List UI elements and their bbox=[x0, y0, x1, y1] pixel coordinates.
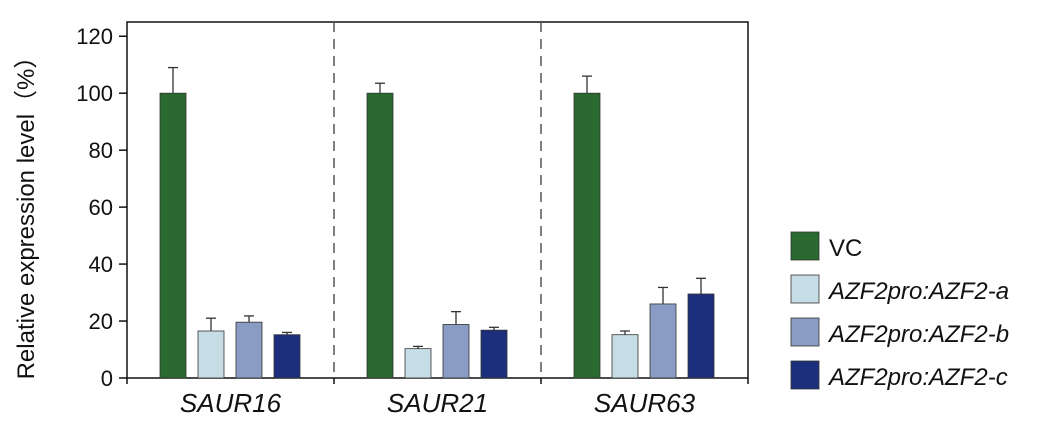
legend-swatch bbox=[790, 274, 820, 304]
legend-swatch bbox=[790, 231, 820, 261]
bar bbox=[611, 334, 639, 379]
legend-label: AZF2pro:AZF2-c bbox=[827, 364, 1008, 391]
bar bbox=[573, 92, 601, 379]
y-tick-label: 40 bbox=[89, 252, 113, 277]
bar bbox=[649, 303, 677, 379]
bar bbox=[197, 330, 225, 379]
legend: VC AZF2pro:AZF2-a AZF2pro:AZF2-b AZF2pro:AZ… bbox=[790, 231, 1009, 391]
bar bbox=[235, 321, 263, 379]
y-tick-label: 20 bbox=[89, 309, 113, 334]
bar bbox=[404, 348, 432, 379]
bar bbox=[442, 324, 470, 379]
y-tick-label: 80 bbox=[89, 138, 113, 163]
bar bbox=[273, 334, 301, 379]
bar bbox=[480, 329, 508, 379]
bar bbox=[159, 92, 187, 379]
plot-area: 0 20 40 60 80 100 120 SAUR16 SAUR21 SAUR63 bbox=[76, 21, 749, 418]
y-tick-label: 0 bbox=[101, 366, 113, 391]
x-tick-label: SAUR16 bbox=[180, 388, 282, 418]
legend-label: AZF2pro:AZF2-b bbox=[827, 321, 1009, 348]
legend-label: VC bbox=[829, 235, 862, 262]
y-tick-label: 100 bbox=[76, 81, 113, 106]
plot-frame bbox=[126, 21, 749, 379]
y-tick-label: 60 bbox=[89, 195, 113, 220]
y-axis-label: Relative expression level（%） bbox=[13, 45, 40, 380]
bar bbox=[687, 293, 715, 379]
legend-label: AZF2pro:AZF2-a bbox=[827, 278, 1009, 305]
y-tick-label: 120 bbox=[76, 24, 113, 49]
legend-swatch bbox=[790, 317, 820, 347]
x-tick-label: SAUR21 bbox=[387, 388, 488, 418]
legend-swatch bbox=[790, 360, 820, 390]
bar bbox=[366, 92, 394, 379]
x-tick-label: SAUR63 bbox=[594, 388, 696, 418]
